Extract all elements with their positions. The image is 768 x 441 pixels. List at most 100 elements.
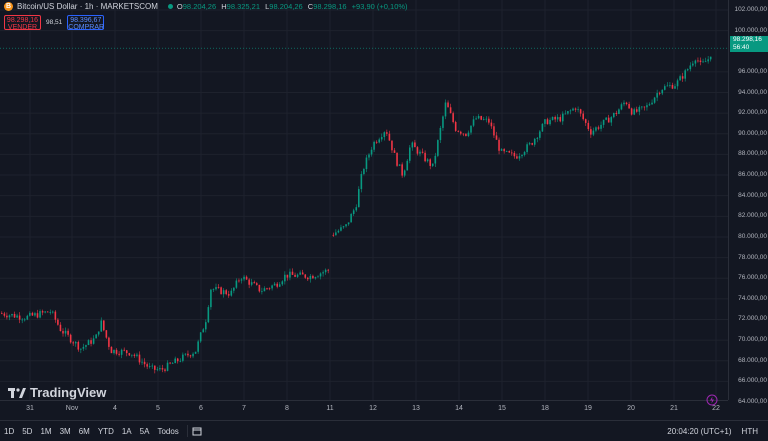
clock-readout[interactable]: 20:04:20 (UTC+1) (667, 426, 732, 436)
calendar-icon[interactable] (192, 426, 202, 436)
candle-body (378, 139, 380, 143)
range-button-6m[interactable]: 6M (78, 426, 90, 436)
price-tick-label: 64.000,00 (738, 398, 767, 405)
candle (304, 274, 307, 279)
candle (495, 131, 498, 140)
buy-button[interactable]: 98.396,67 COMPRAR (67, 15, 105, 31)
candle (148, 362, 151, 369)
time-tick-label: 12 (369, 405, 377, 412)
price-axis[interactable]: 102.000,00 100.000,00 96.000,00 94.000,00 92… (728, 0, 768, 405)
candle-body (187, 353, 189, 356)
time-axis[interactable]: 31 Nov 4 5 6 7 8 11 12 13 14 15 18 19 20 21 22 (0, 400, 728, 419)
candle (103, 320, 105, 332)
candle (709, 56, 712, 62)
candle (41, 309, 44, 316)
candle (352, 208, 355, 216)
last-price-value: 98.298,16 (733, 36, 762, 43)
candle-body (480, 116, 482, 120)
candle-body (281, 281, 284, 285)
candle (345, 224, 347, 228)
candle-body (587, 122, 590, 130)
candle-body (539, 131, 541, 138)
range-button-1a[interactable]: 1A (121, 426, 132, 436)
last-price-label: 98.298,16 56:40 (730, 36, 768, 52)
candle-body (401, 164, 403, 176)
candle-body (375, 141, 378, 143)
candle (296, 273, 299, 278)
candle (182, 352, 184, 363)
candle (225, 288, 227, 296)
candle (391, 140, 393, 154)
candlestick-chart[interactable] (0, 0, 728, 403)
candle-body (29, 312, 31, 316)
candle (286, 274, 289, 281)
candle (500, 148, 503, 151)
candle-body (704, 61, 707, 63)
candle-body (618, 109, 620, 114)
candle-body (386, 132, 388, 134)
price-chart[interactable] (0, 0, 728, 403)
candle (564, 110, 567, 115)
range-button-5a[interactable]: 5A (139, 426, 150, 436)
symbol-title[interactable]: Bitcoin/US Dollar · 1h · MARKETSCOM (17, 2, 158, 11)
candle-body (233, 287, 235, 291)
session-label[interactable]: HTH (741, 426, 758, 436)
candle (322, 270, 324, 277)
candle-body (197, 341, 199, 352)
candle (452, 111, 454, 124)
candle (409, 144, 411, 164)
lightning-icon[interactable] (706, 394, 718, 406)
range-button-todos[interactable]: Todos (157, 426, 179, 436)
range-button-5d[interactable]: 5D (22, 426, 33, 436)
candle-body (215, 287, 217, 290)
sell-button[interactable]: 98.298,16 VENDER (4, 15, 41, 31)
candle-body (707, 59, 709, 62)
candle (638, 105, 641, 116)
candle (676, 78, 679, 90)
candle-body (207, 307, 210, 323)
range-button-3m[interactable]: 3M (59, 426, 71, 436)
candle (123, 347, 125, 352)
candle (217, 284, 220, 289)
candle (8, 314, 11, 321)
candle (222, 288, 225, 298)
time-tick-label: 7 (242, 405, 246, 412)
price-tick-label: 68.000,00 (738, 356, 767, 364)
candle (317, 275, 319, 278)
candle-body (635, 109, 638, 112)
range-button-1m[interactable]: 1M (40, 426, 52, 436)
candle-body (314, 277, 317, 279)
candle-body (69, 334, 72, 343)
candle-body (426, 159, 429, 162)
candle-body (289, 271, 291, 278)
candle (187, 350, 189, 358)
tradingview-logo[interactable]: TradingView (8, 385, 106, 400)
price-tick-label: 78.000,00 (738, 253, 767, 261)
candle-body (628, 104, 630, 109)
candle (485, 116, 488, 123)
candle-body (202, 329, 205, 333)
candle-body (133, 354, 136, 356)
candle (411, 141, 414, 151)
candle (363, 167, 365, 176)
candle-body (136, 354, 138, 356)
candle (87, 339, 90, 346)
candle-body (541, 123, 544, 132)
candle (118, 351, 120, 357)
candle-body (115, 349, 118, 354)
candle-body (57, 319, 59, 325)
candle (294, 272, 296, 278)
chart-header: B Bitcoin/US Dollar · 1h · MARKETSCOM O9… (4, 2, 411, 11)
candle-body (225, 290, 227, 295)
candle-body (21, 319, 23, 321)
candle-body (551, 116, 554, 120)
candle (437, 139, 439, 158)
range-button-ytd[interactable]: YTD (97, 426, 114, 436)
ohlc-readout: O98.204,26 H98.325,21 L98.204,26 C98.298… (176, 2, 408, 11)
candle-body (692, 63, 694, 66)
time-tick-label: Nov (65, 405, 79, 412)
range-button-1d[interactable]: 1D (4, 426, 15, 436)
candle-body (253, 282, 256, 284)
range-buttons: 1D 5D 1M 3M 6M YTD 1A 5A Todos (0, 427, 183, 436)
candle (29, 311, 31, 317)
